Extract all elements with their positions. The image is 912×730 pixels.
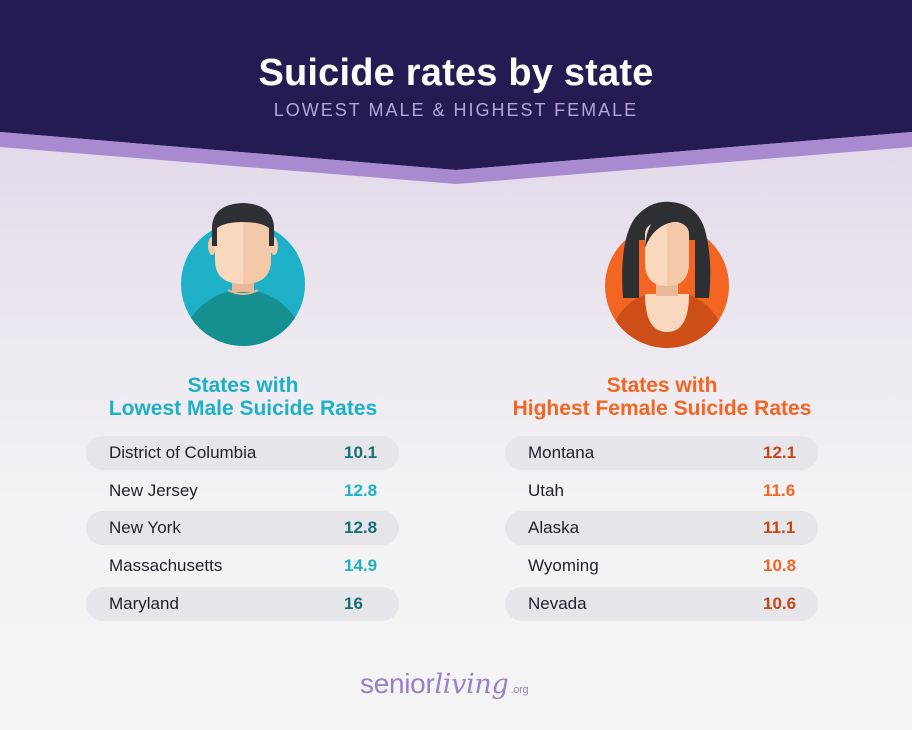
state-name: District of Columbia (109, 443, 257, 462)
state-name: Wyoming (528, 556, 599, 576)
list-item: Utah 11.6 (505, 474, 818, 508)
logo-text-living: living (434, 669, 509, 700)
rate-value: 11.1 (763, 518, 796, 538)
list-item: Montana 12.1 (505, 436, 818, 470)
list-item: Wyoming 10.8 (505, 549, 818, 583)
female-heading-line1: States with (606, 374, 718, 397)
state-name: New Jersey (109, 480, 198, 500)
rate-value: 12.1 (763, 443, 797, 462)
rate-value: 12.8 (344, 518, 378, 538)
list-item: Alaska 11.1 (505, 511, 818, 546)
state-name: Massachusetts (109, 556, 223, 576)
list-item: New Jersey 12.8 (86, 474, 399, 508)
male-heading-line2: Lowest Male Suicide Rates (108, 397, 378, 420)
rate-value: 10.8 (763, 556, 797, 576)
logo-text-senior: senior (360, 668, 435, 699)
female-heading-line2: Highest Female Suicide Rates (512, 397, 812, 420)
woman-avatar-icon (605, 201, 729, 348)
list-item: Maryland 16 (86, 586, 399, 621)
list-item: Massachusetts 14.9 (86, 549, 399, 583)
state-name: Utah (528, 480, 564, 500)
state-name: Nevada (528, 593, 587, 613)
man-avatar-icon (181, 203, 305, 346)
rate-value: 16 (344, 593, 363, 613)
male-heading-line1: States with (187, 374, 299, 397)
list-item: New York 12.8 (86, 511, 399, 546)
state-name: Alaska (528, 518, 580, 538)
rate-value: 12.8 (344, 480, 378, 500)
seniorliving-logo: seniorliving .org (360, 668, 529, 700)
list-item: Nevada 10.6 (505, 586, 818, 621)
page-title: Suicide rates by state (258, 52, 654, 94)
female-section-heading: States with Highest Female Suicide Rates (462, 374, 862, 420)
header-banner (0, 0, 912, 184)
male-rates-list: District of Columbia 10.1 New Jersey 12.… (86, 436, 399, 624)
header-accent-band (0, 132, 912, 184)
male-section-heading: States with Lowest Male Suicide Rates (43, 374, 443, 420)
page-subtitle: LOWEST MALE & HIGHEST FEMALE (273, 100, 639, 120)
rate-value: 14.9 (344, 556, 378, 576)
female-rates-list: Montana 12.1 Utah 11.6 Alaska 11.1 Wyomi… (505, 436, 818, 624)
state-name: Montana (528, 443, 595, 462)
list-item: District of Columbia 10.1 (86, 436, 399, 470)
rate-value: 11.6 (763, 480, 796, 500)
state-name: New York (109, 518, 181, 538)
rate-value: 10.6 (763, 593, 797, 613)
state-name: Maryland (109, 593, 179, 613)
rate-value: 10.1 (344, 443, 378, 462)
logo-text-org: .org (510, 684, 529, 696)
